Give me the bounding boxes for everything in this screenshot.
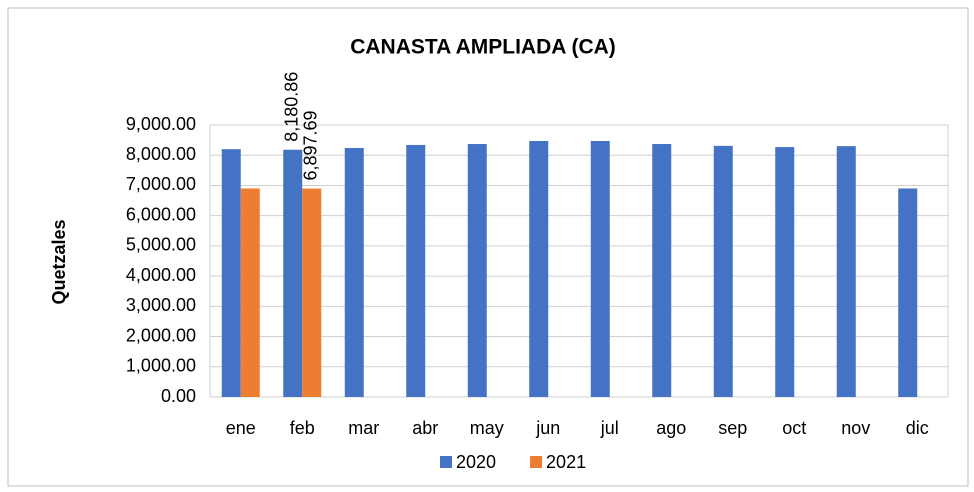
x-tick-label: nov — [841, 418, 870, 438]
bar — [283, 149, 303, 397]
chart-border — [7, 7, 969, 487]
bar — [775, 147, 795, 397]
bar — [713, 145, 733, 397]
y-tick-label: 1,000.00 — [126, 356, 196, 376]
data-label: 6,897.69 — [301, 110, 321, 180]
x-tick-label: ago — [656, 418, 686, 438]
x-tick-label: sep — [718, 418, 747, 438]
y-tick-label: 4,000.00 — [126, 265, 196, 285]
bar — [221, 149, 241, 397]
legend-swatch — [530, 456, 543, 468]
x-tick-label: mar — [348, 418, 379, 438]
chart-title: CANASTA AMPLIADA (CA) — [350, 36, 616, 59]
y-tick-label: 6,000.00 — [126, 204, 196, 224]
x-tick-label: dic — [906, 418, 929, 438]
x-tick-label: ene — [226, 418, 256, 438]
bar — [836, 146, 856, 397]
x-tick-label: feb — [290, 418, 315, 438]
y-tick-label: 8,000.00 — [126, 144, 196, 164]
x-tick-label: oct — [782, 418, 806, 438]
x-tick-label: jul — [600, 418, 619, 438]
y-tick-label: 0.00 — [161, 386, 196, 406]
bar — [240, 188, 260, 397]
bar — [467, 144, 487, 397]
x-tick-label: jun — [535, 418, 560, 438]
legend-label: 2020 — [456, 452, 496, 472]
bar — [302, 188, 322, 397]
bar — [590, 141, 610, 397]
legend-label: 2021 — [546, 452, 586, 472]
y-axis-label: Quetzales — [49, 219, 69, 304]
x-tick-label: may — [470, 418, 504, 438]
bar — [344, 147, 364, 397]
x-tick-label: abr — [412, 418, 438, 438]
bar — [529, 141, 549, 397]
y-tick-label: 3,000.00 — [126, 295, 196, 315]
y-tick-label: 9,000.00 — [126, 114, 196, 134]
y-tick-label: 7,000.00 — [126, 174, 196, 194]
y-tick-label: 2,000.00 — [126, 325, 196, 345]
bar — [652, 144, 672, 397]
bar — [406, 144, 426, 397]
bar — [898, 188, 918, 397]
legend-swatch — [440, 456, 452, 468]
data-label: 8,180.86 — [282, 72, 302, 142]
y-tick-label: 5,000.00 — [126, 235, 196, 255]
